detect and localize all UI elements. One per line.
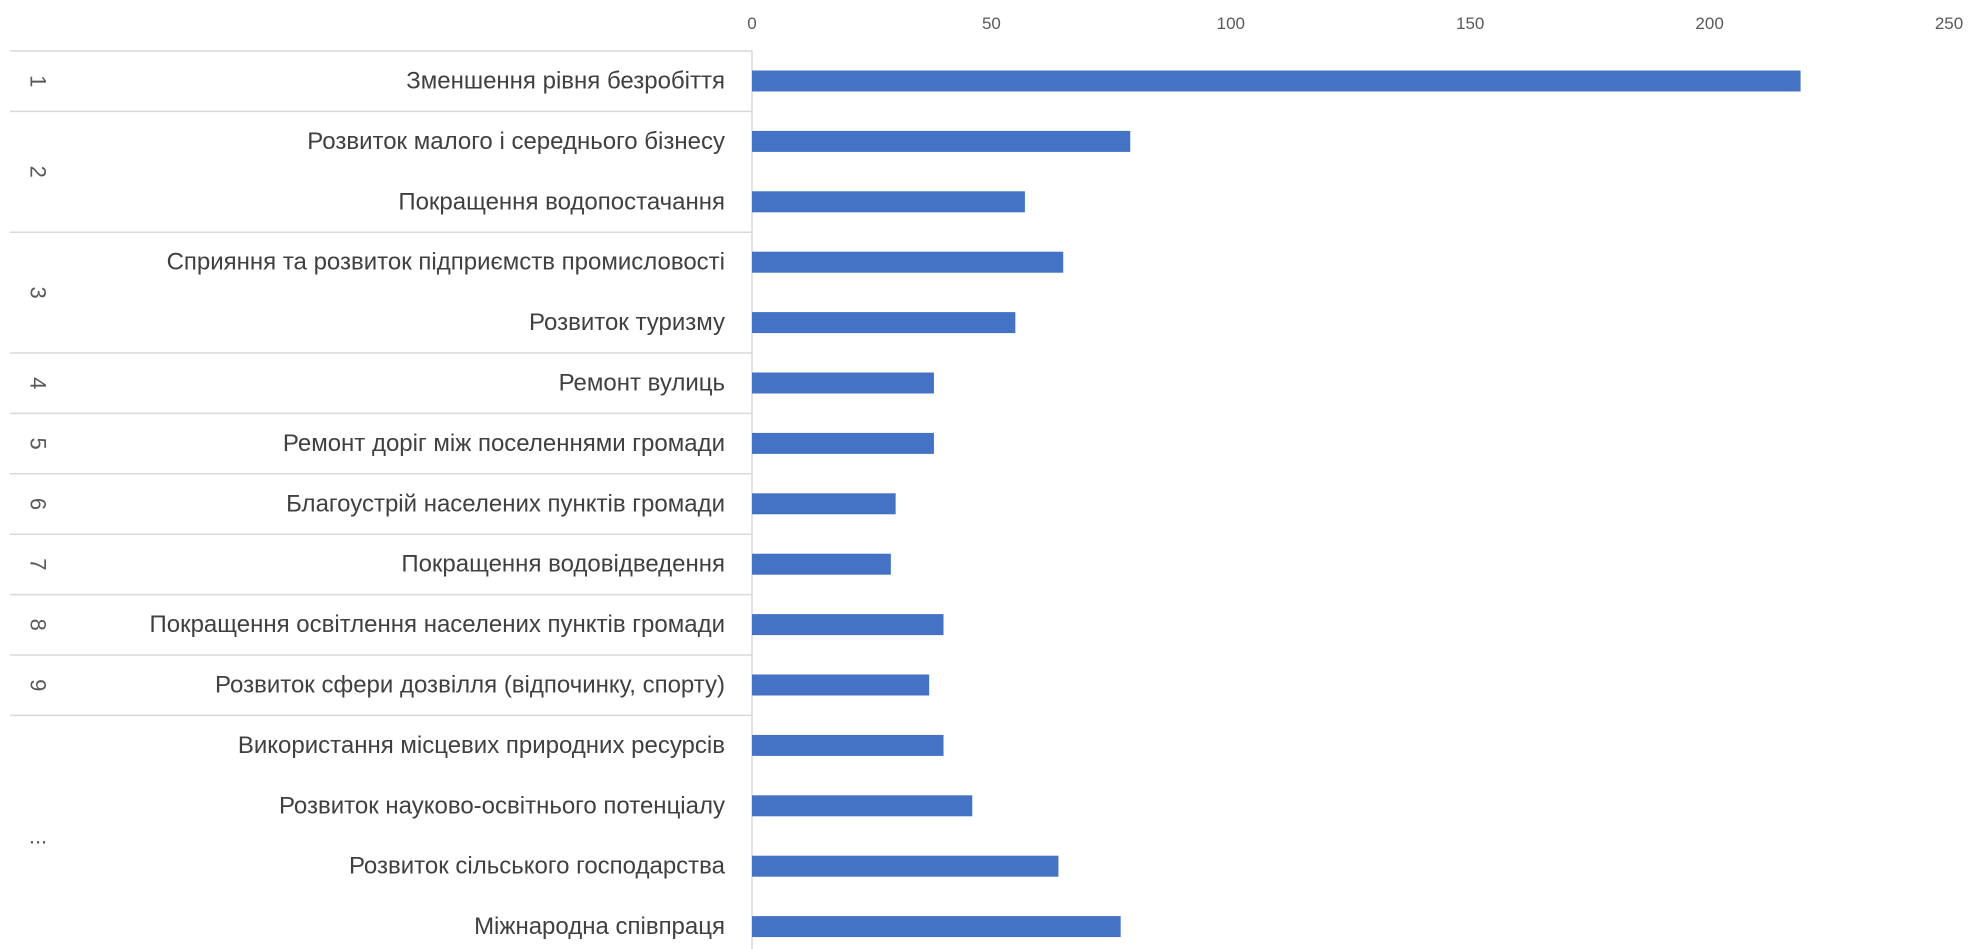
bar: [752, 795, 973, 817]
bar: [752, 70, 1801, 92]
category-label: Зменшення рівня безробіття: [406, 68, 725, 95]
x-tick-label: 0: [747, 14, 756, 33]
category-label: Ремонт вулиць: [559, 370, 725, 397]
x-tick-label: 200: [1695, 14, 1723, 33]
category-label: Міжнародна співпраця: [474, 913, 725, 940]
group-label: 5: [26, 437, 51, 449]
category-label: Розвиток туризму: [529, 309, 725, 336]
category-label: Розвиток сфери дозвілля (відпочинку, спо…: [215, 672, 725, 699]
group-label: ...: [29, 824, 47, 849]
bar: [752, 130, 1131, 152]
category-label: Використання місцевих природних ресурсів: [238, 732, 725, 759]
group-label: 3: [26, 286, 51, 298]
category-label: Покращення водопостачання: [398, 188, 725, 215]
bar: [752, 614, 944, 636]
bar: [752, 372, 934, 394]
bar: [752, 432, 934, 454]
group-label: 8: [26, 619, 51, 631]
x-tick-label: 150: [1456, 14, 1484, 33]
bar: [752, 734, 944, 756]
x-tick-label: 50: [982, 14, 1001, 33]
x-tick-label: 100: [1217, 14, 1245, 33]
category-label: Сприяння та розвиток підприємств промисл…: [167, 249, 725, 276]
x-tick-label: 250: [1935, 14, 1963, 33]
group-label: 6: [26, 498, 51, 510]
bar: [752, 855, 1059, 877]
category-label: Покращення освітлення населених пунктів …: [149, 611, 725, 638]
category-label: Покращення водовідведення: [401, 551, 725, 578]
group-label: 1: [26, 75, 51, 87]
category-label: Розвиток науково-освітнього потенціалу: [279, 792, 725, 819]
group-label: 2: [26, 166, 51, 178]
group-label: 9: [26, 679, 51, 691]
group-label: 4: [26, 377, 51, 389]
bar: [752, 553, 891, 575]
category-label: Розвиток сільського господарства: [349, 853, 726, 880]
bar: [752, 312, 1016, 334]
bar: [752, 191, 1025, 213]
category-label: Ремонт доріг між поселеннями громади: [283, 430, 725, 457]
bar: [752, 674, 930, 696]
bar: [752, 493, 896, 515]
category-label: Розвиток малого і середнього бізнесу: [307, 128, 725, 155]
bar: [752, 916, 1121, 938]
category-label: Благоустрій населених пунктів громади: [286, 490, 725, 517]
group-label: 7: [26, 558, 51, 570]
bar: [752, 251, 1064, 273]
